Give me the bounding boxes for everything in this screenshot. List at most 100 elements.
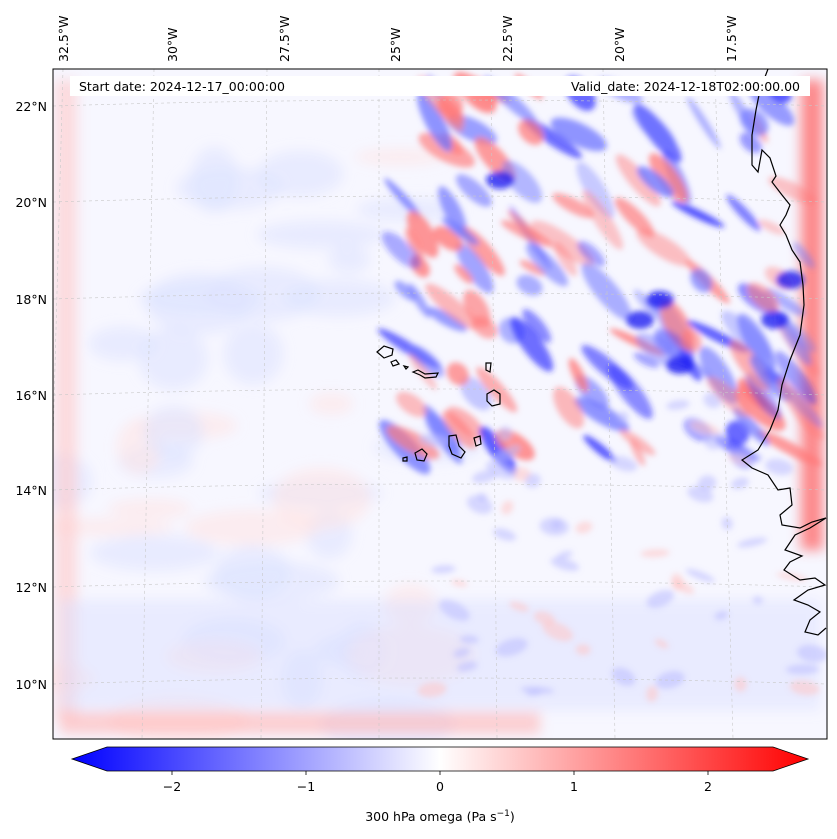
field-streak (731, 477, 749, 490)
field-streak (706, 376, 751, 418)
longitude-labels: 32.5°W 30°W 27.5°W 25°W 22.5°W 20°W 17.5… (56, 16, 739, 62)
field-streak (495, 638, 528, 657)
meridian-line (141, 69, 155, 739)
field-core (776, 271, 804, 289)
field-patch (328, 244, 370, 274)
meridian-line (490, 69, 498, 739)
field-streak (533, 611, 555, 625)
field-streak (531, 220, 595, 266)
field-streak (386, 425, 440, 460)
field-streak (636, 228, 691, 267)
field-streak (582, 190, 624, 250)
field-streak (796, 644, 827, 663)
colorbar: −2 −1 0 1 2 300 hPa omega (Pa s−1) (70, 746, 810, 824)
field-streak (680, 329, 702, 353)
field-streak (408, 353, 437, 390)
field-streak (493, 445, 521, 463)
field-patch (176, 166, 283, 210)
field-streak (671, 573, 684, 591)
field-streak (686, 96, 721, 149)
field-streak (526, 689, 542, 696)
field-streak (550, 518, 563, 531)
field-streak (633, 352, 660, 368)
field-patch (282, 279, 396, 317)
field-streak (705, 432, 727, 450)
field-patch (88, 326, 158, 361)
field-streak (721, 516, 733, 530)
field-streak (617, 411, 629, 423)
field-streak (631, 107, 677, 149)
parallel-line (53, 292, 827, 300)
field-patch (90, 535, 219, 571)
field-streak (406, 210, 439, 258)
start-date-text: Start date: 2024-12-17_00:00:00 (79, 79, 285, 94)
field-streak (500, 220, 553, 247)
lon-label-17-5w: 17.5°W (724, 16, 739, 62)
field-patch (223, 323, 283, 385)
field-streak (431, 565, 456, 574)
field-streak (552, 193, 594, 219)
field-streak (765, 458, 793, 476)
island-sao-vicente (390, 359, 400, 367)
field-streak (646, 685, 658, 702)
colorbar-label: 300 hPa omega (Pa s−1) (365, 809, 515, 824)
field-streak (472, 469, 498, 484)
colorbar-tick-2: 2 (704, 779, 712, 794)
field-streak (542, 621, 574, 642)
field-core (646, 291, 674, 309)
field-streak (633, 289, 659, 317)
coastlines (376, 69, 827, 636)
field-streak (477, 492, 488, 502)
island-santa-luzia (402, 365, 410, 370)
field-patch (108, 498, 192, 519)
island-santo-antao (376, 345, 394, 359)
colorbar-tick-0: 0 (436, 779, 444, 794)
parallel-line (53, 677, 827, 685)
gridlines (53, 69, 827, 739)
field-streak (789, 680, 820, 696)
field-streak (574, 397, 630, 432)
colorbar-tick-minus1: −1 (297, 779, 315, 794)
field-streak (418, 434, 450, 447)
field-patch (355, 148, 445, 166)
field-streak (576, 161, 615, 219)
lat-label-12n: 12°N (15, 580, 47, 595)
lon-label-30w: 30°W (165, 27, 180, 62)
field-streak (455, 174, 492, 207)
field-streak (777, 377, 823, 441)
parallel-line (53, 483, 827, 491)
lat-label-16n: 16°N (15, 388, 47, 403)
field-streak (433, 226, 463, 251)
field-streak (454, 264, 473, 284)
field-streak (456, 661, 478, 672)
field-streak (516, 274, 543, 296)
field-streak (396, 391, 428, 418)
field-streak (446, 406, 485, 440)
field-streak (510, 316, 554, 372)
field-streak (425, 283, 478, 330)
field-streak (583, 435, 617, 463)
field-streak (493, 528, 517, 541)
field-streak (423, 404, 463, 464)
parallel-line (53, 580, 827, 588)
field-streak (525, 243, 568, 287)
field-streak (509, 601, 530, 612)
field-streak (737, 537, 767, 548)
field-streak (619, 429, 656, 456)
lon-label-27-5w: 27.5°W (277, 16, 292, 62)
field-streak (687, 486, 714, 503)
field-patch (55, 80, 77, 720)
lon-label-22-5w: 22.5°W (500, 16, 515, 62)
field-streak (453, 647, 471, 658)
meridian-line (260, 69, 268, 739)
field-streak (405, 228, 424, 261)
field-streak (409, 345, 445, 378)
field-patch (184, 509, 319, 546)
field-streak (739, 132, 762, 154)
field-streak (758, 219, 785, 235)
field-patch (145, 272, 253, 335)
island-santiago (448, 434, 466, 459)
field-streak (417, 91, 453, 152)
meridian-line (602, 69, 616, 739)
